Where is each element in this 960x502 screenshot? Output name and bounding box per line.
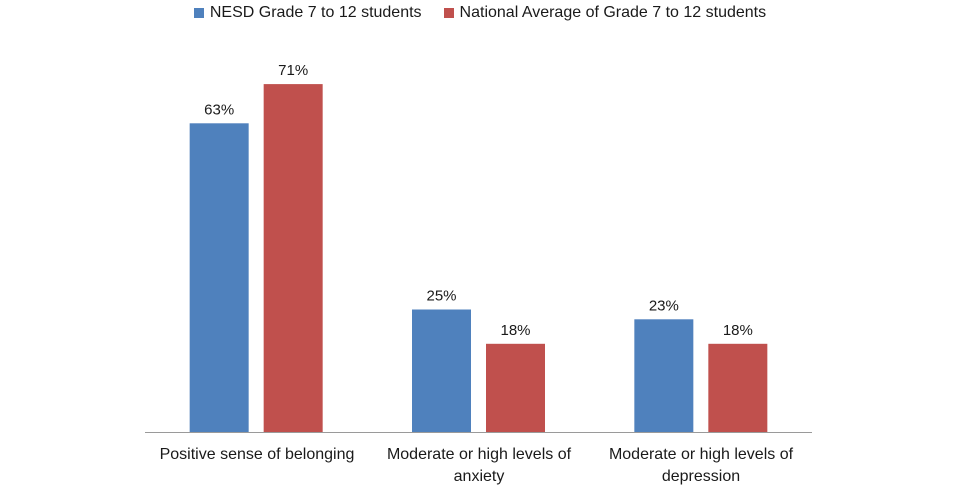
bar-national-depression bbox=[708, 343, 768, 432]
bar-nesd-depression bbox=[634, 319, 694, 432]
bar-nesd-belonging bbox=[189, 123, 249, 433]
legend: NESD Grade 7 to 12 students National Ave… bbox=[0, 4, 960, 22]
legend-item-nesd: NESD Grade 7 to 12 students bbox=[193, 4, 422, 22]
data-label-nesd-anxiety: 25% bbox=[426, 288, 456, 305]
category-label-belonging: Positive sense of belonging bbox=[159, 446, 355, 463]
data-label-national-depression: 18% bbox=[723, 322, 753, 339]
bar-nesd-anxiety bbox=[412, 309, 471, 432]
legend-item-national: National Average of Grade 7 to 12 studen… bbox=[443, 4, 767, 22]
data-label-national-belonging: 71% bbox=[278, 62, 308, 79]
bar-national-anxiety bbox=[486, 343, 545, 432]
legend-label-nesd: NESD Grade 7 to 12 students bbox=[209, 4, 422, 21]
bar-national-belonging bbox=[263, 84, 323, 432]
legend-label-national: National Average of Grade 7 to 12 studen… bbox=[459, 4, 767, 21]
category-label-anxiety: Moderate or high levels of anxiety bbox=[386, 446, 572, 485]
data-label-national-anxiety: 18% bbox=[500, 322, 530, 339]
legend-swatch-nesd bbox=[193, 8, 204, 18]
data-label-nesd-belonging: 63% bbox=[204, 101, 234, 118]
category-label-depression: Moderate or high levels of depression bbox=[608, 446, 794, 485]
data-label-nesd-depression: 23% bbox=[649, 297, 679, 314]
legend-swatch-national bbox=[443, 8, 454, 18]
